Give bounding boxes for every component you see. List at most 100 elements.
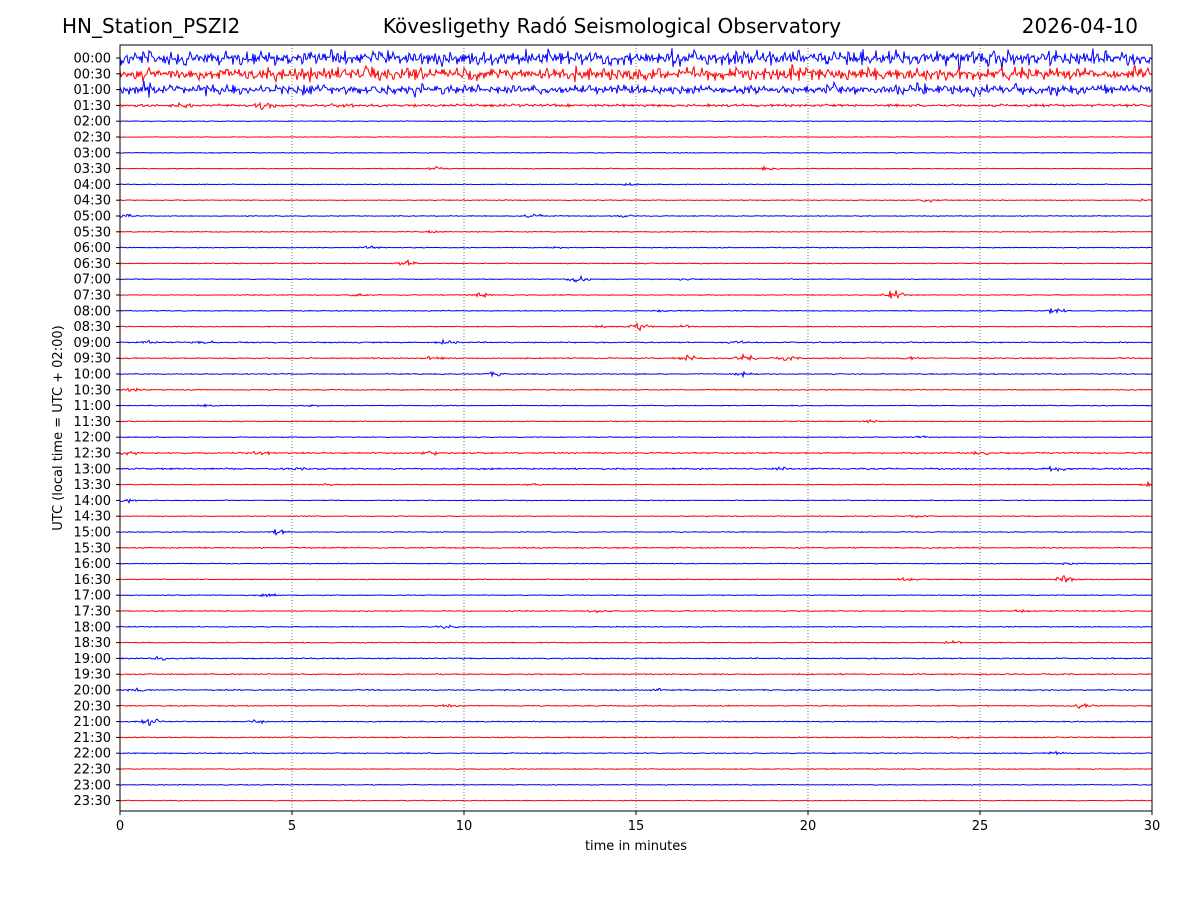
y-tick-label: 09:30: [74, 352, 111, 367]
x-axis-label: time in minutes: [585, 839, 687, 854]
trace-0330: [119, 165, 1153, 172]
y-tick-label: 04:30: [74, 194, 111, 209]
chart-title: Kövesligethy Radó Seismological Observat…: [382, 14, 842, 38]
y-tick-label: 17:00: [74, 589, 111, 604]
trace-0800: [119, 307, 1153, 315]
x-tick-label: 5: [288, 819, 296, 834]
x-tick-label: 20: [800, 819, 817, 834]
grid-lines: [291, 45, 981, 811]
trace-1700: [119, 592, 1153, 598]
trace-1630: [119, 574, 1153, 583]
trace-0500: [119, 213, 1153, 218]
y-tick-label: 04:00: [74, 178, 111, 193]
y-tick-label: 15:00: [74, 526, 111, 541]
trace-1000: [119, 370, 1153, 379]
y-tick-label: 03:00: [74, 146, 111, 161]
trace-1500: [119, 528, 1153, 536]
trace-1800: [119, 624, 1153, 629]
y-tick-label: 10:30: [74, 383, 111, 398]
trace-2230: [119, 767, 1153, 771]
trace-2300: [119, 783, 1153, 786]
chart-date: 2026-04-10: [1021, 14, 1138, 38]
y-tick-label: 08:00: [74, 304, 111, 319]
y-tick-label: 18:30: [74, 636, 111, 651]
trace-1530: [120, 546, 1153, 550]
trace-0000: [119, 48, 1153, 71]
y-tick-label: 06:30: [74, 257, 111, 272]
y-tick-label: 13:30: [74, 478, 111, 493]
seismic-traces: [119, 48, 1153, 802]
trace-0400: [119, 181, 1153, 187]
trace-2100: [119, 718, 1153, 726]
y-tick-label: 00:00: [74, 52, 111, 67]
y-tick-label: 22:30: [74, 763, 111, 778]
trace-1900: [119, 655, 1153, 661]
trace-0100: [119, 80, 1153, 98]
y-tick-label: 05:00: [74, 210, 111, 225]
trace-1100: [119, 403, 1153, 408]
y-tick-label: 16:00: [74, 557, 111, 572]
trace-2030: [119, 702, 1153, 710]
trace-0030: [119, 64, 1153, 84]
y-tick-label: 17:30: [74, 605, 111, 620]
x-tick-label: 30: [1144, 819, 1161, 834]
y-ticks: 00:0000:3001:0001:3002:0002:3003:0003:30…: [74, 52, 120, 809]
trace-1330: [119, 480, 1153, 488]
trace-0300: [119, 151, 1153, 154]
y-tick-label: 23:00: [74, 778, 111, 793]
y-tick-label: 22:00: [74, 747, 111, 762]
x-tick-label: 0: [116, 819, 124, 834]
y-tick-label: 08:30: [74, 320, 111, 335]
y-tick-label: 12:30: [74, 447, 111, 462]
trace-0200: [119, 120, 1153, 123]
trace-1230: [119, 450, 1153, 457]
y-tick-label: 21:00: [74, 715, 111, 730]
y-tick-label: 01:30: [74, 99, 111, 114]
y-tick-label: 02:00: [74, 115, 111, 130]
y-tick-label: 09:00: [74, 336, 111, 351]
trace-0230: [119, 136, 1153, 138]
y-tick-label: 19:30: [74, 668, 111, 683]
trace-2200: [119, 750, 1153, 756]
trace-0730: [119, 290, 1153, 300]
trace-1030: [119, 387, 1153, 392]
y-tick-label: 10:00: [74, 368, 111, 383]
y-tick-label: 02:30: [74, 131, 111, 146]
y-tick-label: 23:30: [74, 794, 111, 809]
trace-0130: [119, 101, 1153, 111]
trace-2330: [119, 799, 1153, 802]
trace-0630: [119, 258, 1153, 267]
trace-1200: [119, 435, 1153, 439]
x-ticks: 0 5 10 15 20 25 30: [116, 811, 1160, 834]
y-tick-label: 21:30: [74, 731, 111, 746]
y-tick-label: 14:00: [74, 494, 111, 509]
y-tick-label: 07:00: [74, 273, 111, 288]
y-tick-label: 16:30: [74, 573, 111, 588]
y-tick-label: 06:00: [74, 241, 111, 256]
trace-1300: [119, 465, 1153, 473]
trace-1400: [119, 498, 1153, 504]
y-tick-label: 20:00: [74, 684, 111, 699]
trace-0830: [119, 321, 1153, 332]
y-tick-label: 13:00: [74, 462, 111, 477]
y-tick-label: 07:30: [74, 289, 111, 304]
y-tick-label: 00:30: [74, 67, 111, 82]
trace-1430: [119, 515, 1153, 519]
y-tick-label: 20:30: [74, 699, 111, 714]
trace-1830: [119, 639, 1153, 645]
trace-0930: [119, 352, 1153, 362]
y-tick-label: 14:30: [74, 510, 111, 525]
y-tick-label: 11:00: [74, 399, 111, 414]
y-tick-label: 18:00: [74, 620, 111, 635]
y-tick-label: 19:00: [74, 652, 111, 667]
y-tick-label: 05:30: [74, 225, 111, 240]
trace-1730: [119, 608, 1153, 614]
x-tick-label: 10: [456, 819, 473, 834]
x-tick-label: 15: [628, 819, 645, 834]
trace-0530: [119, 229, 1153, 234]
y-tick-label: 12:00: [74, 431, 111, 446]
trace-2130: [119, 736, 1153, 740]
trace-2000: [119, 687, 1153, 692]
trace-0700: [119, 274, 1153, 283]
